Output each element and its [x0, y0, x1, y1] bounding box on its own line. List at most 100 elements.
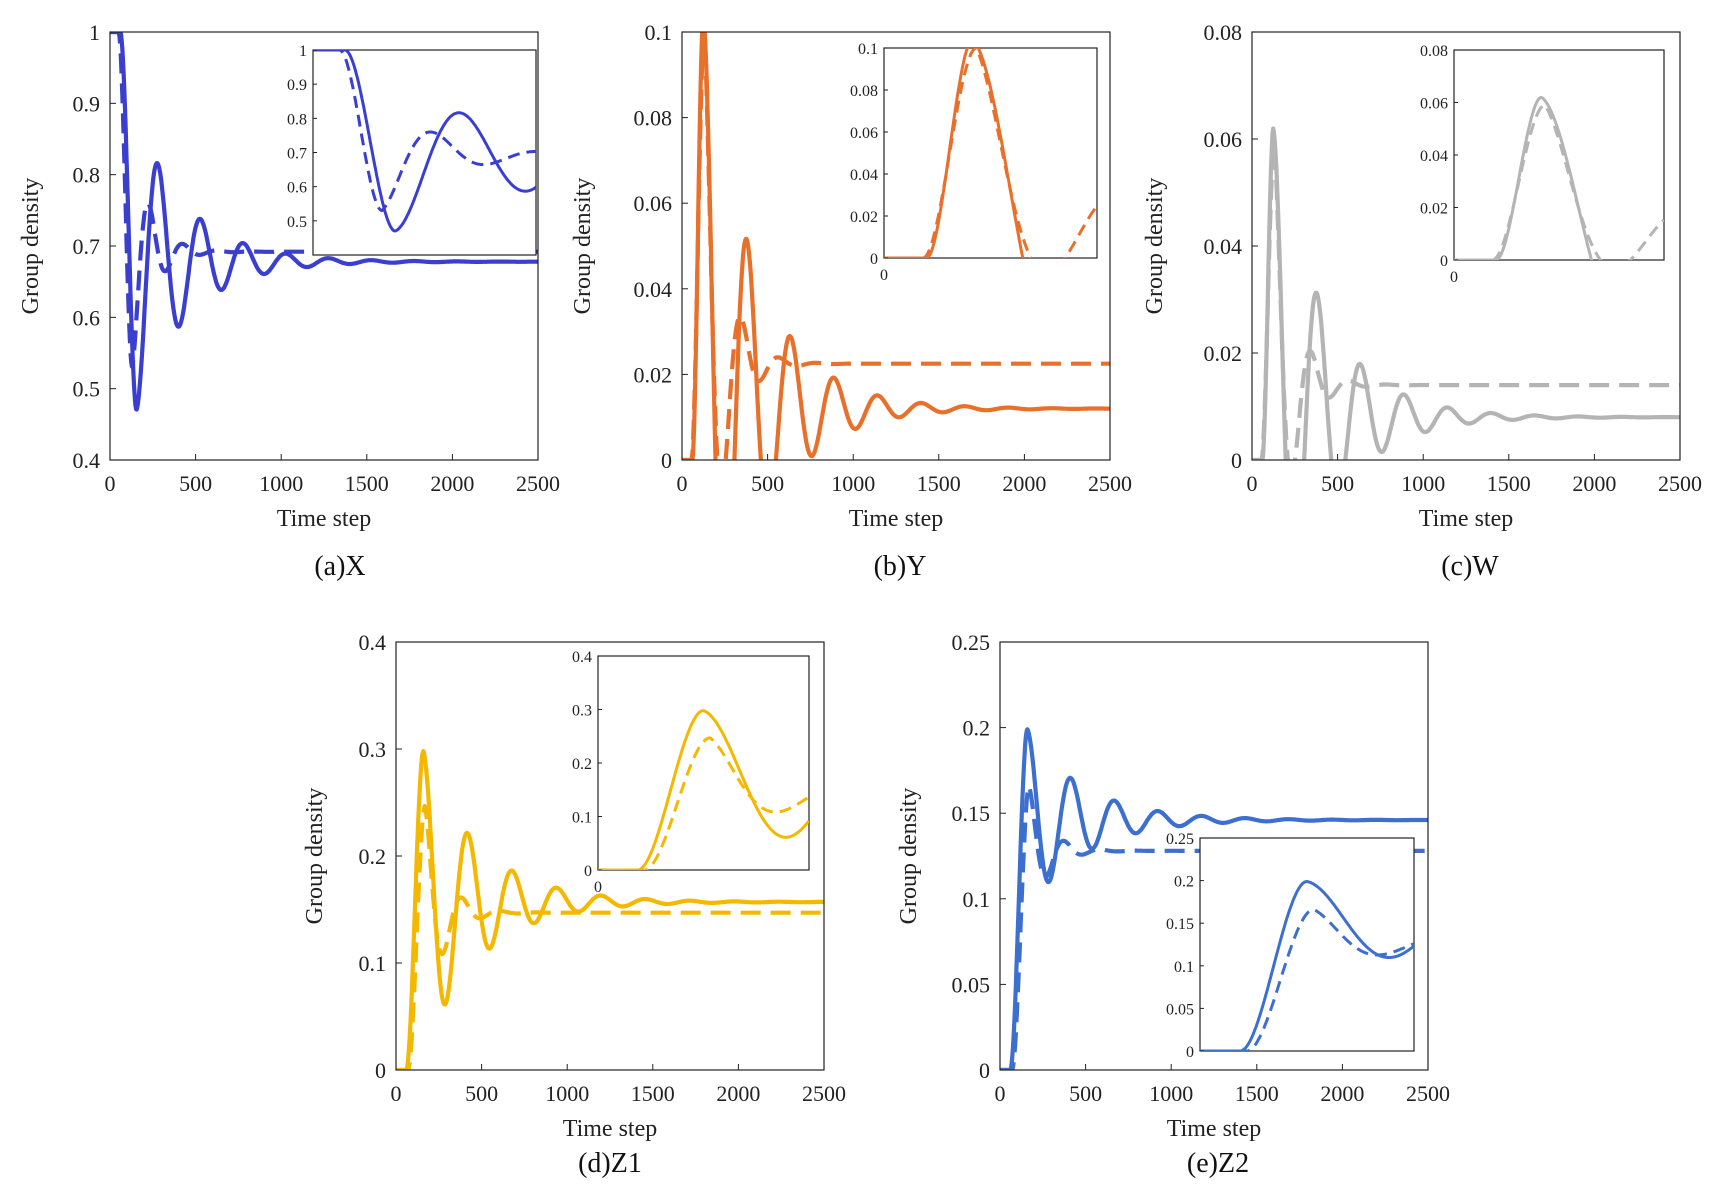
series-line-solid	[1252, 126, 1680, 460]
y-tick-label: 0.4	[359, 630, 387, 655]
inset-y-tick-label: 0.25	[1166, 831, 1194, 848]
inset-y-tick-label: 0.8	[287, 111, 307, 128]
inset-x-tick-label: 0	[594, 879, 602, 896]
series-group	[396, 749, 824, 1070]
panel-caption: (e)Z2	[1187, 1148, 1249, 1179]
y-tick-label: 0.08	[634, 106, 673, 131]
x-tick-label: 2500	[516, 471, 560, 496]
x-axis-label: Time step	[1419, 506, 1513, 532]
inset-frame	[1453, 49, 1665, 261]
inset-y-tick-label: 0.05	[1166, 1001, 1194, 1018]
y-axis-label: Group density	[18, 178, 44, 315]
inset-y-tick-label: 0.9	[287, 77, 307, 94]
x-tick-label: 2500	[1658, 471, 1702, 496]
x-tick-label: 1000	[1149, 1081, 1193, 1106]
x-tick-label: 1500	[631, 1081, 675, 1106]
series-group	[682, 32, 1110, 460]
x-tick-label: 2500	[1406, 1081, 1450, 1106]
inset-y-tick-label: 0.1	[572, 810, 592, 827]
panel-b: 0 500 1000 1500 2000 2500 0 0.02 0.04 0.06 0.08 0.1…	[570, 20, 1132, 582]
x-tick-label: 0	[995, 1081, 1006, 1106]
inset-series-group	[884, 48, 1097, 258]
y-tick-label: 0.3	[359, 737, 387, 762]
x-tick-label: 2500	[1088, 471, 1132, 496]
panel-e: 0 500 1000 1500 2000 2500 0 0.05 0.1 0.15 0.2 0.25 T…	[896, 630, 1450, 1179]
panel-c: 0 500 1000 1500 2000 2500 0 0.02 0.04 0.06 0.08 Tim…	[1142, 20, 1702, 582]
x-tick-label: 500	[751, 471, 784, 496]
inset-series-line-solid	[598, 709, 809, 870]
inset-y-tick-label: 0.08	[850, 83, 878, 100]
inset-x-tick-label: 0	[880, 267, 888, 284]
x-tick-label: 2000	[1002, 471, 1046, 496]
y-tick-label: 0.06	[634, 191, 673, 216]
x-tick-label: 2000	[1320, 1081, 1364, 1106]
inset-y-tick-label: 0.6	[287, 180, 307, 197]
series-line-solid	[110, 32, 538, 412]
y-tick-label: 0	[979, 1058, 990, 1083]
inset-c: 0 0.02 0.04 0.06 0.08 0	[1420, 43, 1665, 286]
x-tick-label: 1500	[917, 471, 961, 496]
x-tick-label: 500	[1321, 471, 1354, 496]
series-line-dashed	[396, 803, 824, 1070]
x-tick-label: 500	[179, 471, 212, 496]
inset-y-tick-label: 1	[299, 43, 307, 60]
series-line-dashed	[682, 32, 1110, 460]
inset-series-line-solid	[884, 48, 1025, 258]
y-tick-label: 0.06	[1204, 127, 1243, 152]
inset-y-tick-label: 0.2	[1174, 874, 1194, 891]
x-tick-label: 1500	[1235, 1081, 1279, 1106]
inset-y-tick-label: 0.5	[287, 214, 307, 231]
y-tick-label: 0.1	[645, 20, 673, 45]
x-axis-label: Time step	[1167, 1116, 1261, 1142]
x-tick-label: 1500	[345, 471, 389, 496]
x-axis-label: Time step	[849, 506, 943, 532]
x-tick-label: 1000	[831, 471, 875, 496]
y-tick-label: 0.15	[952, 801, 991, 826]
inset-y-tick-label: 0.06	[1420, 96, 1448, 113]
y-axis-label: Group density	[570, 178, 596, 315]
inset-series-line-dashed	[1200, 908, 1414, 1051]
y-axis-label: Group density	[896, 788, 922, 925]
y-tick-label: 0	[1231, 448, 1242, 473]
y-tick-label: 0.7	[73, 234, 101, 259]
x-tick-label: 1000	[545, 1081, 589, 1106]
y-tick-label: 0.02	[1204, 341, 1243, 366]
inset-a: 0.5 0.6 0.7 0.8 0.9 1	[287, 43, 537, 256]
inset-y-tick-label: 0	[1440, 253, 1448, 270]
inset-y-tick-label: 0.2	[572, 756, 592, 773]
inset-series-line-solid	[1454, 95, 1594, 260]
y-axis-label: Group density	[302, 788, 328, 925]
x-tick-label: 1000	[1401, 471, 1445, 496]
inset-y-tick-label: 0.7	[287, 146, 307, 163]
panel-caption: (a)X	[314, 551, 365, 582]
x-tick-label: 1000	[259, 471, 303, 496]
inset-y-tick-label: 0.15	[1166, 916, 1194, 933]
x-axis-label: Time step	[563, 1116, 657, 1142]
inset-y-tick-label: 0.1	[858, 41, 878, 58]
y-tick-label: 0.5	[73, 377, 101, 402]
axes-frame	[681, 31, 1111, 461]
series-line-solid	[1000, 727, 1428, 1070]
inset-series-group	[1200, 880, 1414, 1051]
inset-e: 0 0.05 0.1 0.15 0.2 0.25	[1166, 831, 1415, 1061]
y-tick-label: 0.8	[73, 163, 101, 188]
inset-d: 0 0.1 0.2 0.3 0.4 0	[572, 649, 810, 896]
inset-series-group	[313, 50, 536, 233]
inset-series-line-dashed	[884, 48, 1097, 258]
inset-frame	[883, 47, 1098, 259]
inset-y-tick-label: 0.3	[572, 703, 592, 720]
inset-y-tick-label: 0.08	[1420, 43, 1448, 60]
y-tick-label: 0.2	[963, 716, 991, 741]
x-tick-label: 2500	[802, 1081, 846, 1106]
axes-frame	[999, 641, 1429, 1071]
y-tick-label: 0.4	[73, 448, 101, 473]
inset-x-tick-label: 0	[1450, 269, 1458, 286]
y-tick-label: 0.02	[634, 362, 673, 387]
inset-frame	[312, 49, 537, 256]
x-tick-label: 1500	[1487, 471, 1531, 496]
y-tick-label: 0.1	[359, 951, 387, 976]
inset-b: 0 0.02 0.04 0.06 0.08 0.1 0	[850, 41, 1098, 284]
y-tick-label: 0.04	[1204, 234, 1243, 259]
series-group	[1252, 126, 1680, 460]
